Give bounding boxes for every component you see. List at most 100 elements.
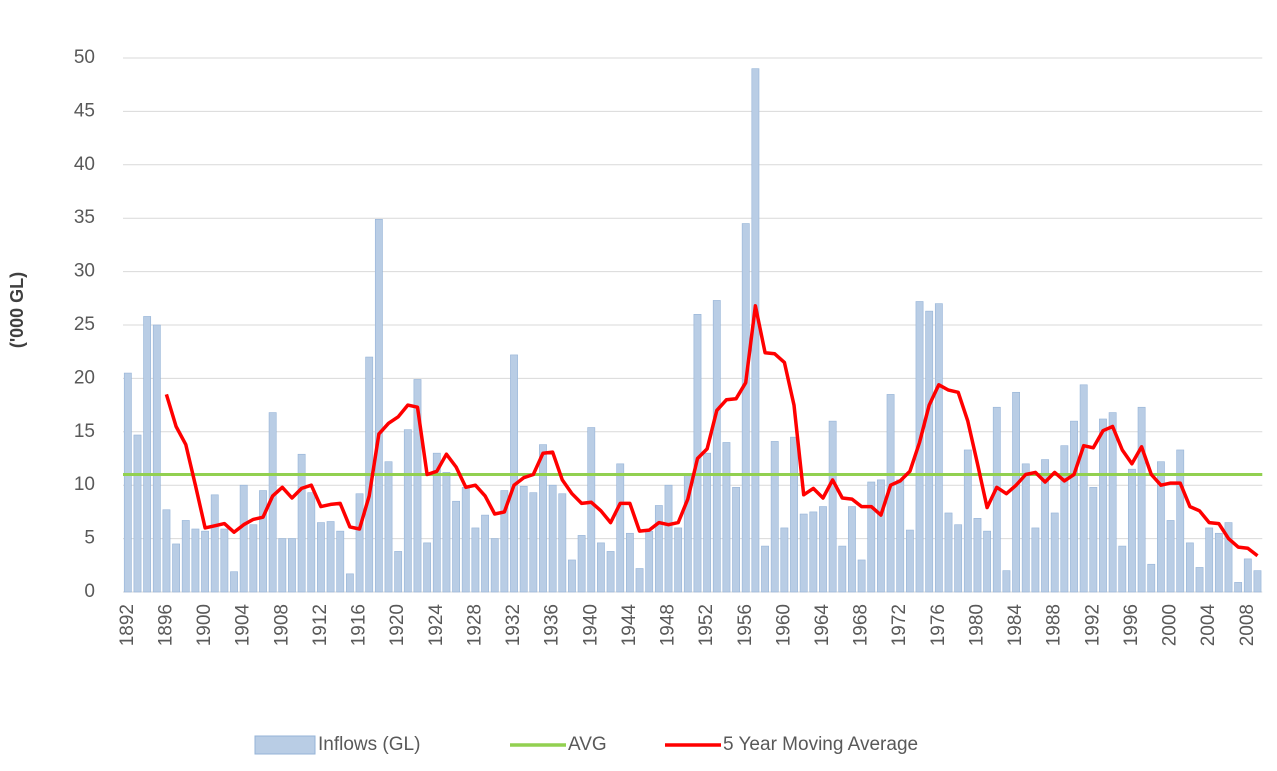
bar bbox=[317, 522, 325, 593]
bar bbox=[230, 571, 238, 593]
x-tick-label: 2008 bbox=[1237, 604, 1258, 646]
legend-label: AVG bbox=[568, 734, 607, 755]
x-tick-label: 2000 bbox=[1160, 604, 1181, 646]
x-tick-label: 1980 bbox=[966, 604, 987, 646]
bar bbox=[201, 530, 209, 593]
bar bbox=[722, 442, 731, 593]
bar bbox=[1157, 461, 1165, 593]
bar bbox=[770, 441, 779, 593]
bar bbox=[577, 535, 586, 593]
bar bbox=[1214, 532, 1223, 593]
x-tick-label: 1968 bbox=[851, 604, 872, 646]
bar bbox=[732, 487, 740, 593]
y-tick-label: 5 bbox=[84, 528, 95, 549]
x-tick-label: 1912 bbox=[310, 604, 331, 646]
x-tick-label: 1916 bbox=[349, 604, 370, 646]
x-tick-label: 2004 bbox=[1198, 604, 1219, 647]
x-tick-label: 1908 bbox=[271, 604, 292, 646]
bar bbox=[1079, 384, 1088, 593]
bar bbox=[1031, 527, 1040, 593]
x-tick-label: 1988 bbox=[1044, 604, 1065, 646]
bar bbox=[693, 314, 702, 593]
bar bbox=[616, 463, 625, 593]
bar bbox=[606, 551, 615, 593]
x-tick-label: 1960 bbox=[773, 604, 794, 646]
bar bbox=[934, 303, 943, 593]
bar bbox=[326, 521, 335, 593]
bar bbox=[529, 492, 538, 593]
bar bbox=[1176, 449, 1185, 593]
y-tick-label: 10 bbox=[74, 474, 95, 495]
bar bbox=[761, 545, 769, 593]
x-tick-label: 1920 bbox=[387, 604, 408, 646]
bar bbox=[1128, 468, 1136, 593]
bar bbox=[1012, 391, 1020, 593]
bar bbox=[790, 436, 798, 593]
bar bbox=[1089, 487, 1098, 593]
bar bbox=[1118, 545, 1127, 593]
bar bbox=[519, 485, 528, 593]
bar bbox=[1234, 582, 1243, 593]
bar bbox=[239, 484, 248, 593]
bar bbox=[172, 543, 181, 593]
x-tick-label: 1956 bbox=[735, 604, 756, 646]
bar bbox=[162, 509, 171, 593]
x-tick-label: 1904 bbox=[233, 604, 254, 647]
bar bbox=[983, 530, 992, 593]
x-tick-label: 1972 bbox=[889, 604, 910, 646]
bar bbox=[973, 518, 982, 593]
bar bbox=[152, 324, 161, 593]
y-tick-label: 35 bbox=[74, 207, 95, 228]
bar bbox=[539, 444, 547, 593]
bar bbox=[220, 528, 229, 593]
bar bbox=[384, 461, 393, 593]
y-tick-label: 50 bbox=[74, 47, 95, 68]
bar bbox=[712, 300, 721, 593]
bar bbox=[278, 538, 287, 593]
y-tick-label: 45 bbox=[74, 100, 95, 121]
bar bbox=[355, 493, 364, 593]
bar bbox=[1205, 527, 1214, 593]
bar bbox=[703, 452, 712, 593]
bar bbox=[674, 527, 683, 593]
moving-average-line bbox=[164, 304, 1259, 558]
x-tick-label: 1976 bbox=[928, 604, 949, 646]
x-tick-label: 1900 bbox=[194, 604, 215, 646]
bar bbox=[336, 530, 345, 593]
bar bbox=[413, 379, 422, 593]
bar bbox=[1099, 418, 1107, 593]
bar bbox=[374, 218, 383, 593]
bar bbox=[1070, 420, 1078, 593]
x-tick-label: 1896 bbox=[155, 604, 176, 646]
y-tick-label: 25 bbox=[74, 314, 95, 335]
bar bbox=[809, 511, 818, 593]
bar bbox=[1060, 445, 1069, 593]
bar bbox=[181, 520, 190, 593]
bar bbox=[877, 479, 885, 593]
x-tick-label: 1944 bbox=[619, 604, 640, 647]
bar bbox=[1224, 522, 1233, 593]
bar bbox=[597, 542, 605, 593]
bar bbox=[432, 452, 441, 593]
bar bbox=[259, 490, 267, 593]
bar bbox=[654, 505, 663, 593]
bar bbox=[838, 545, 847, 593]
bar bbox=[1166, 520, 1175, 593]
bar bbox=[867, 481, 876, 593]
x-tick-label: 1932 bbox=[503, 604, 524, 646]
bar bbox=[848, 506, 856, 593]
bar bbox=[442, 472, 451, 593]
bar bbox=[954, 524, 963, 593]
bar bbox=[1185, 542, 1194, 593]
bar bbox=[558, 493, 567, 593]
bar bbox=[481, 514, 489, 593]
bar bbox=[1137, 406, 1146, 593]
bar bbox=[249, 524, 258, 593]
bar bbox=[133, 434, 142, 593]
bar bbox=[461, 487, 470, 593]
y-tick-label: 20 bbox=[74, 367, 95, 388]
x-tick-label: 1964 bbox=[812, 604, 833, 647]
bar bbox=[210, 494, 219, 593]
bar bbox=[394, 551, 403, 593]
